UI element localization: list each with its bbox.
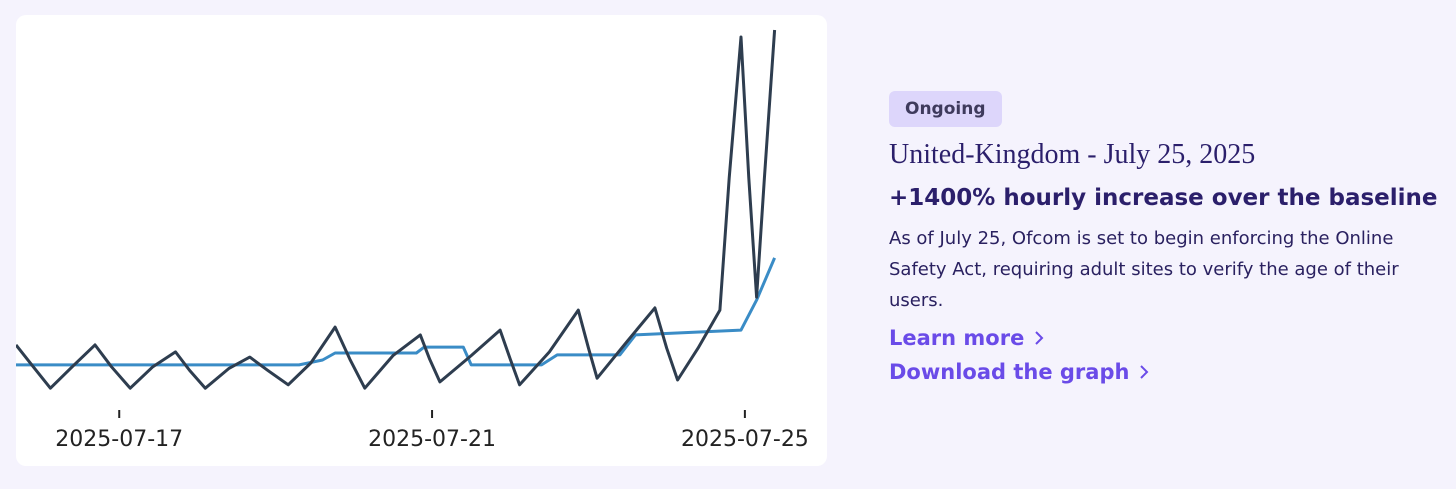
link-text[interactable]: Learn more bbox=[889, 326, 1025, 350]
info-panel: Ongoing United-Kingdom - July 25, 2025 +… bbox=[889, 91, 1449, 384]
x-tick-label: 2025-07-25 bbox=[681, 427, 809, 452]
series-line bbox=[16, 257, 776, 367]
download-link[interactable]: Download the graph bbox=[889, 360, 1449, 384]
headline: +1400% hourly increase over the baseline bbox=[889, 185, 1438, 211]
x-tick-label: 2025-07-17 bbox=[55, 427, 183, 452]
status-badge: Ongoing bbox=[889, 91, 1002, 127]
description: As of July 25, Ofcom is set to begin enf… bbox=[889, 228, 1399, 311]
series-line bbox=[16, 29, 777, 390]
chart: 2025-07-17 2025-07-21 2025-07-25 bbox=[16, 15, 827, 466]
chevron bbox=[1035, 331, 1044, 345]
card-title: United-Kingdom - July 25, 2025 bbox=[889, 139, 1256, 170]
chevron bbox=[1140, 365, 1149, 379]
learn-more-link[interactable]: Learn more bbox=[889, 326, 1449, 350]
link-text[interactable]: Download the graph bbox=[889, 360, 1130, 384]
x-tick-label: 2025-07-21 bbox=[368, 427, 496, 452]
